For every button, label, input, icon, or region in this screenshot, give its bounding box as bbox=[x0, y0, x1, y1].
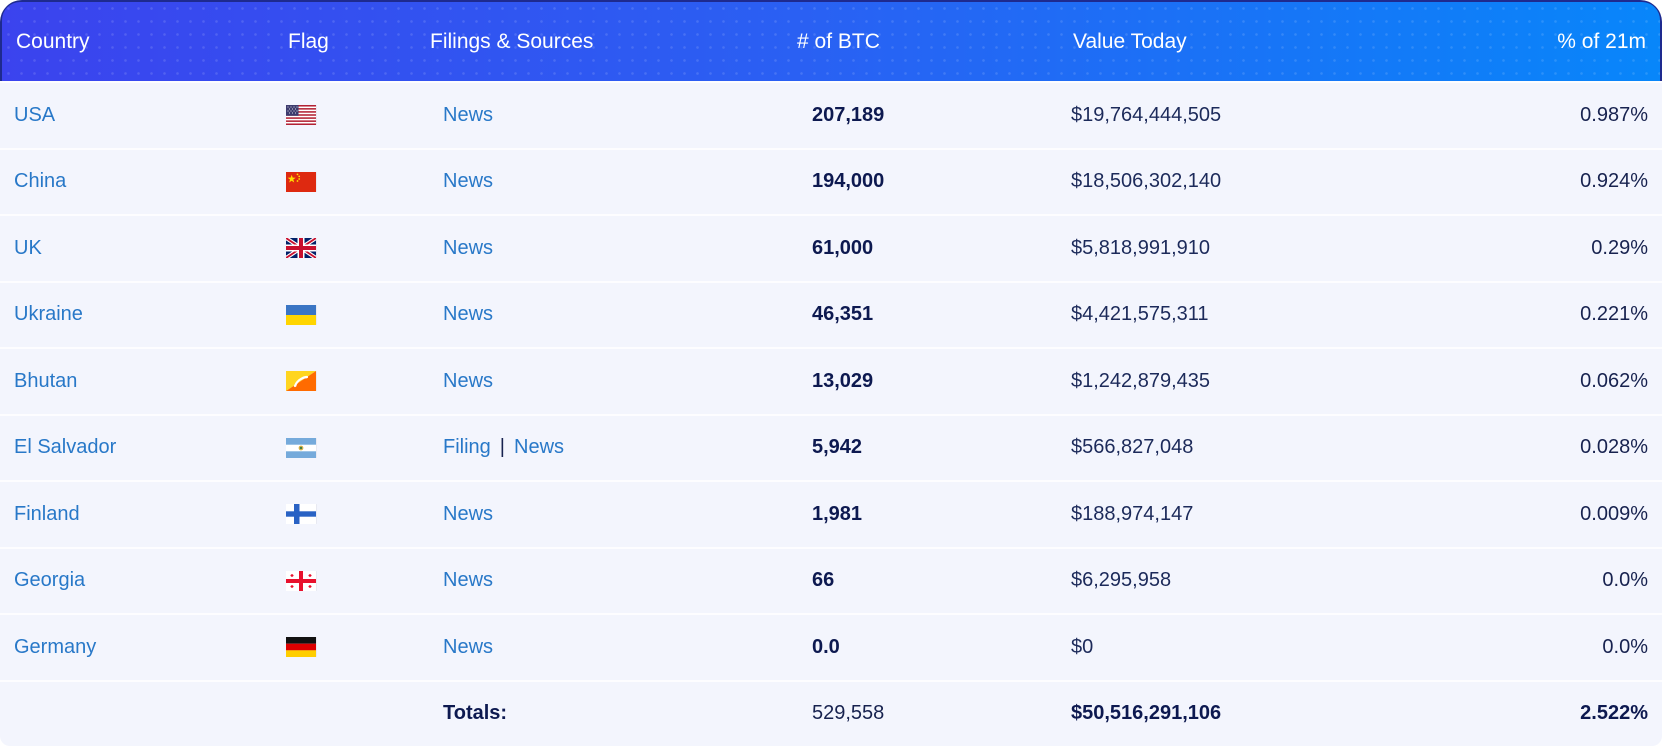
column-header-country: Country bbox=[16, 29, 90, 53]
btc-count: 66 bbox=[812, 569, 835, 592]
country-link[interactable]: Finland bbox=[14, 502, 80, 525]
el-salvador-flag-icon bbox=[286, 437, 316, 458]
btc-count: 46,351 bbox=[812, 303, 874, 326]
country-link[interactable]: Ukraine bbox=[14, 303, 83, 326]
column-header-flag: Flag bbox=[288, 29, 329, 53]
germany-flag-icon bbox=[286, 637, 316, 658]
table-row-ukraine: Ukraine News 46,351 $4,421,575,311 0.221… bbox=[0, 280, 1662, 347]
column-header-btc: # of BTC bbox=[797, 29, 880, 53]
pct-of-21m: 0.009% bbox=[1580, 502, 1648, 525]
bhutan-flag-icon bbox=[286, 371, 316, 392]
finland-flag-icon bbox=[286, 504, 316, 525]
news-link[interactable]: News bbox=[514, 436, 565, 459]
btc-count: 194,000 bbox=[812, 170, 885, 193]
news-link[interactable]: News bbox=[443, 635, 494, 658]
value-today: $6,295,958 bbox=[1071, 569, 1172, 592]
pct-of-21m: 0.062% bbox=[1580, 369, 1648, 392]
totals-row: Totals: 529,558 $50,516,291,106 2.522% bbox=[0, 679, 1662, 746]
value-today: $566,827,048 bbox=[1071, 436, 1194, 459]
table-row-georgia: Georgia News 66 $6,295,958 0.0% bbox=[0, 546, 1662, 613]
country-link[interactable]: UK bbox=[14, 236, 42, 259]
totals-pct-of-21m: 2.522% bbox=[1580, 702, 1648, 725]
georgia-flag-icon bbox=[286, 570, 316, 591]
btc-count: 0.0 bbox=[812, 635, 840, 658]
ukraine-flag-icon bbox=[286, 304, 316, 325]
btc-count: 207,189 bbox=[812, 103, 885, 126]
news-link[interactable]: News bbox=[443, 569, 494, 592]
value-today: $5,818,991,910 bbox=[1071, 236, 1211, 259]
table-row-finland: Finland News 1,981 $188,974,147 0.009% bbox=[0, 480, 1662, 547]
table-row-bhutan: Bhutan News 13,029 $1,242,879,435 0.062% bbox=[0, 347, 1662, 414]
table-row-uk: UK News 61,000 $5,818,991,910 0.29% bbox=[0, 214, 1662, 281]
column-header-filings-sources: Filings & Sources bbox=[430, 29, 594, 53]
pct-of-21m: 0.987% bbox=[1580, 103, 1648, 126]
btc-count: 61,000 bbox=[812, 236, 874, 259]
source-separator: | bbox=[499, 436, 505, 459]
table-row-el-salvador: El Salvador Filing | News 5,942 $566,827,0… bbox=[0, 413, 1662, 480]
value-today: $1,242,879,435 bbox=[1071, 369, 1211, 392]
uk-flag-icon bbox=[286, 238, 316, 259]
country-link[interactable]: Bhutan bbox=[14, 369, 78, 392]
value-today: $19,764,444,505 bbox=[1071, 103, 1222, 126]
pct-of-21m: 0.028% bbox=[1580, 436, 1648, 459]
country-link[interactable]: Georgia bbox=[14, 569, 86, 592]
totals-value-today: $50,516,291,106 bbox=[1071, 702, 1222, 725]
value-today: $18,506,302,140 bbox=[1071, 170, 1222, 193]
news-link[interactable]: News bbox=[443, 303, 494, 326]
table-header-row: Country Flag Filings & Sources # of BTC … bbox=[0, 0, 1662, 81]
totals-label: Totals: bbox=[443, 702, 508, 725]
column-header-pct-of-21m: % of 21m bbox=[1557, 29, 1646, 53]
btc-count: 5,942 bbox=[812, 436, 863, 459]
value-today: $4,421,575,311 bbox=[1071, 303, 1209, 326]
usa-flag-icon bbox=[286, 105, 316, 126]
country-link[interactable]: El Salvador bbox=[14, 436, 117, 459]
news-link[interactable]: News bbox=[443, 170, 494, 193]
table-row-usa: USA News 207,189 $19,764,444,505 0.987% bbox=[0, 81, 1662, 148]
pct-of-21m: 0.0% bbox=[1602, 569, 1648, 592]
value-today: $0 bbox=[1071, 635, 1094, 658]
totals-btc-count: 529,558 bbox=[812, 702, 885, 725]
pct-of-21m: 0.924% bbox=[1580, 170, 1648, 193]
news-link[interactable]: News bbox=[443, 236, 494, 259]
news-link[interactable]: News bbox=[443, 502, 494, 525]
country-link[interactable]: Germany bbox=[14, 635, 97, 658]
column-header-value-today: Value Today bbox=[1073, 29, 1187, 53]
value-today: $188,974,147 bbox=[1071, 502, 1194, 525]
news-link[interactable]: News bbox=[443, 369, 494, 392]
china-flag-icon bbox=[286, 171, 316, 192]
news-link[interactable]: News bbox=[443, 103, 494, 126]
pct-of-21m: 0.29% bbox=[1591, 236, 1648, 259]
filing-link[interactable]: Filing bbox=[443, 436, 491, 459]
btc-count: 1,981 bbox=[812, 502, 863, 525]
table-row-china: China News 194,000 $18,506,302,140 0.924… bbox=[0, 147, 1662, 214]
country-link[interactable]: USA bbox=[14, 103, 56, 126]
table-body: USA News 207,189 $19,764,444,505 0.987% … bbox=[0, 81, 1662, 746]
btc-count: 13,029 bbox=[812, 369, 874, 392]
table-row-germany: Germany News 0.0 $0 0.0% bbox=[0, 613, 1662, 680]
pct-of-21m: 0.221% bbox=[1580, 303, 1648, 326]
pct-of-21m: 0.0% bbox=[1602, 635, 1648, 658]
country-link[interactable]: China bbox=[14, 170, 67, 193]
